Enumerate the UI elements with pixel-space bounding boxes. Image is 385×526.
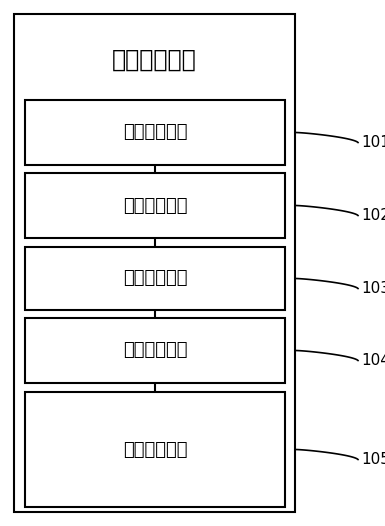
Text: 101: 101 — [361, 135, 385, 150]
Text: 参数配置模块: 参数配置模块 — [112, 48, 197, 72]
Text: 波段分配单元: 波段分配单元 — [123, 341, 187, 359]
Bar — [14, 14, 295, 512]
Bar — [25, 100, 285, 165]
Bar — [25, 173, 285, 238]
Text: 105: 105 — [361, 452, 385, 467]
Text: 点位获取单元: 点位获取单元 — [123, 124, 187, 141]
Text: 配置生成单元: 配置生成单元 — [123, 440, 187, 459]
Bar — [25, 318, 285, 383]
Bar — [25, 392, 285, 507]
Text: 转发分配单元: 转发分配单元 — [123, 269, 187, 288]
Text: 102: 102 — [361, 208, 385, 223]
Text: 直连分配单元: 直连分配单元 — [123, 197, 187, 215]
Text: 104: 104 — [361, 353, 385, 368]
Text: 103: 103 — [361, 281, 385, 296]
Bar — [25, 247, 285, 310]
